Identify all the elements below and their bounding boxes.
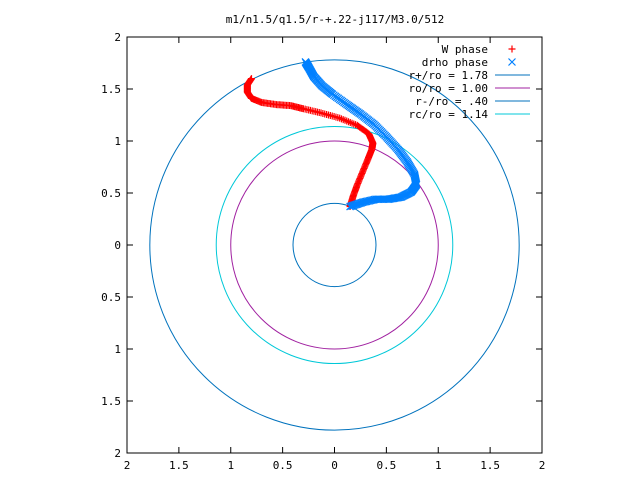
legend-label: drho phase bbox=[422, 56, 488, 69]
x-tick-label: 2 bbox=[539, 459, 546, 472]
y-tick-label: 0.5 bbox=[101, 291, 121, 304]
x-tick-label: 1.5 bbox=[480, 459, 500, 472]
chart-title: m1/n1.5/q1.5/r-+.22-j117/M3.0/512 bbox=[226, 13, 445, 26]
x-tick-label: 1 bbox=[227, 459, 234, 472]
series-drho-phase bbox=[301, 58, 421, 211]
legend-label: W phase bbox=[442, 43, 488, 56]
x-tick-label: 2 bbox=[124, 459, 131, 472]
legend-marker bbox=[508, 58, 516, 66]
x-tick-label: 0.5 bbox=[376, 459, 396, 472]
circle-r-0_4 bbox=[292, 202, 377, 288]
circle-r-1_14 bbox=[215, 125, 454, 365]
y-tick-label: 1.5 bbox=[101, 83, 121, 96]
y-tick-label: 0.5 bbox=[101, 187, 121, 200]
legend-label: ro/ro = 1.00 bbox=[409, 82, 488, 95]
legend-label: r+/ro = 1.78 bbox=[409, 69, 488, 82]
x-tick-label: 0 bbox=[331, 459, 338, 472]
phase-series bbox=[243, 58, 421, 211]
circle-r-1_78 bbox=[149, 59, 520, 431]
y-tick-label: 2 bbox=[114, 447, 121, 460]
x-tick-label: 1.5 bbox=[169, 459, 189, 472]
series-w-phase bbox=[243, 75, 377, 211]
circle-series bbox=[149, 59, 520, 431]
y-tick-label: 1.5 bbox=[101, 395, 121, 408]
legend-marker bbox=[508, 45, 516, 53]
y-axis: 2 1.5 1 0.5 0 0.5 1 1.5 2 bbox=[101, 31, 542, 460]
circle-r-1 bbox=[230, 140, 439, 350]
legend-label: r-/ro = .40 bbox=[415, 95, 488, 108]
y-tick-label: 0 bbox=[114, 239, 121, 252]
y-tick-label: 1 bbox=[114, 135, 121, 148]
y-tick-label: 1 bbox=[114, 343, 121, 356]
data-point bbox=[248, 75, 255, 83]
x-tick-label: 0.5 bbox=[273, 459, 293, 472]
x-axis: 2 1.5 1 0.5 0 0.5 1 1.5 2 bbox=[124, 37, 546, 472]
x-tick-label: 1 bbox=[435, 459, 442, 472]
y-tick-label: 2 bbox=[114, 31, 121, 44]
legend-label: rc/ro = 1.14 bbox=[409, 108, 489, 121]
data-point bbox=[301, 58, 310, 66]
